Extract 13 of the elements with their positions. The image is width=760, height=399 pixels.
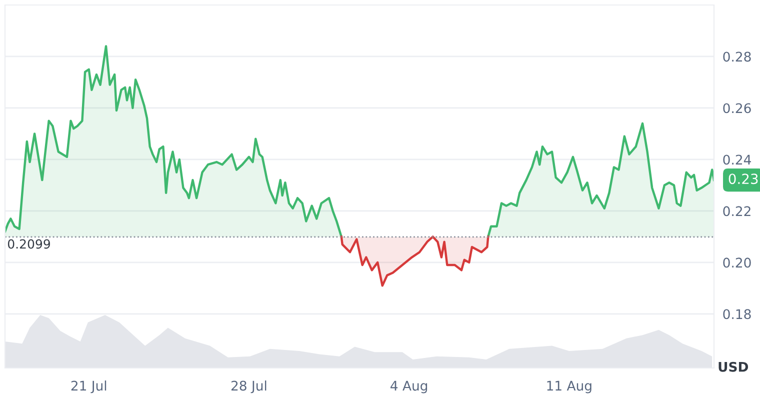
y-tick-label: 0.20	[723, 258, 751, 268]
x-tick-label: 21 Jul	[71, 380, 106, 394]
x-tick-label: 11 Aug	[547, 380, 592, 394]
y-tick-label: 0.24	[723, 154, 751, 165]
ref-line-label: 0.2099	[8, 239, 50, 249]
y-tick-label: 0.26	[723, 103, 751, 114]
annotation: 0.23	[728, 174, 758, 184]
x-tick-label: 28 Jul	[231, 380, 266, 394]
y-tick-label: 0.22	[723, 206, 750, 216]
y-tick-label: 0.28	[723, 52, 751, 62]
y-tick-label: 0.18	[723, 309, 751, 320]
x-tick-label: 4 Aug	[390, 380, 428, 394]
text: USD	[718, 362, 748, 372]
